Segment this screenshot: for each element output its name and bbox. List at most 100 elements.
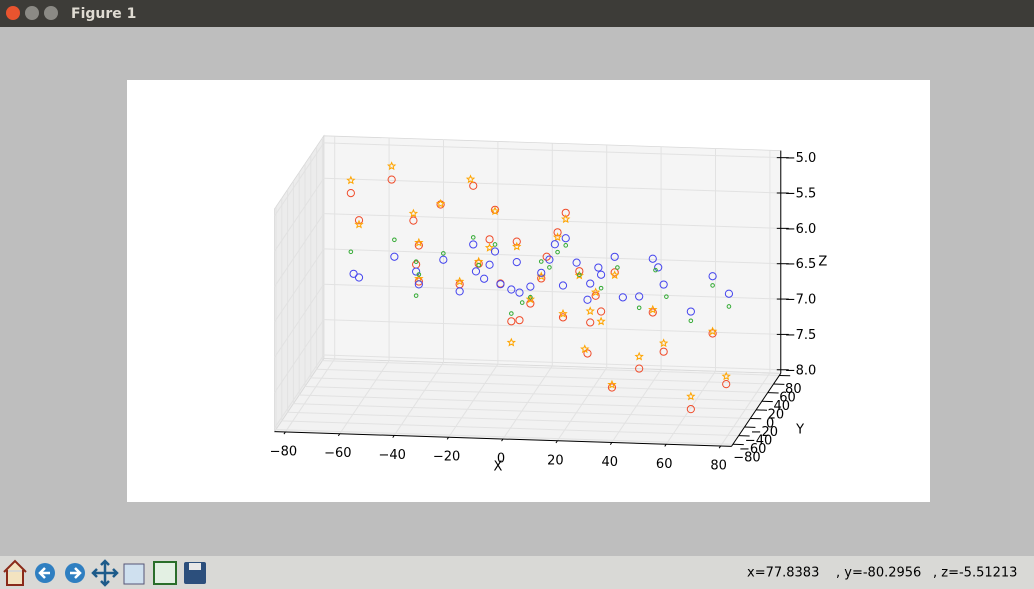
x-axis-line: [274, 431, 732, 447]
window-title: Figure 1: [71, 6, 136, 22]
point: [545, 255, 554, 264]
x-tick-label: −40: [378, 448, 405, 463]
grid-line: [323, 248, 781, 265]
z-tick-label: −5.5: [785, 187, 817, 202]
point: [658, 338, 669, 348]
y-tick-label: 0: [766, 416, 774, 431]
point: [465, 174, 476, 184]
x-tick-label: 20: [547, 453, 564, 468]
grid-line: [323, 283, 781, 300]
point: [346, 175, 356, 185]
x-axis-label: X: [494, 460, 503, 475]
point: [490, 247, 500, 256]
point: [724, 289, 734, 298]
grid-line: [304, 385, 762, 402]
point: [726, 304, 732, 309]
point: [708, 329, 717, 338]
status-y: , y=-80.2956: [836, 566, 921, 581]
point: [526, 282, 535, 291]
point: [555, 249, 560, 255]
point: [506, 337, 516, 347]
point: [515, 288, 524, 297]
point: [636, 305, 642, 311]
point: [610, 268, 619, 277]
point: [528, 294, 533, 300]
save-icon-label: [189, 563, 201, 570]
point: [409, 216, 418, 225]
point: [664, 294, 669, 299]
maximize-button[interactable]: [44, 6, 58, 20]
point: [707, 326, 718, 336]
grid-line: [287, 411, 745, 428]
point: [542, 252, 551, 261]
point: [470, 235, 476, 240]
minimize-button[interactable]: [25, 6, 39, 20]
grid-line: [274, 319, 325, 394]
point: [598, 285, 604, 291]
point: [586, 279, 595, 288]
forward-arrow: [70, 567, 82, 579]
home-button[interactable]: [3, 559, 27, 586]
point: [354, 219, 364, 229]
point: [635, 364, 644, 373]
point: [480, 274, 489, 283]
pan-button[interactable]: [91, 559, 119, 587]
point: [392, 237, 397, 243]
point: [525, 294, 536, 304]
z-axis-label: Z: [818, 254, 827, 269]
point: [552, 232, 563, 242]
configure-button[interactable]: [153, 561, 177, 585]
y-tick-label: 80: [785, 382, 802, 397]
point: [386, 161, 397, 171]
point: [586, 318, 595, 327]
z-tick-label: −6.5: [785, 257, 817, 272]
point: [435, 198, 446, 208]
point: [485, 260, 494, 269]
title-bar-bg: [0, 0, 1034, 27]
z-tick-label: −7.0: [785, 293, 817, 308]
point: [583, 295, 592, 304]
point: [563, 243, 569, 248]
point: [550, 240, 559, 249]
point: [454, 276, 465, 286]
point: [596, 270, 606, 279]
point: [553, 228, 562, 237]
point: [469, 181, 478, 190]
grid-line: [310, 377, 768, 394]
grid-line: [322, 360, 780, 376]
point: [688, 318, 694, 324]
point: [390, 252, 399, 261]
subplots-button[interactable]: [123, 563, 145, 585]
z-tick-label: −8.0: [785, 363, 817, 378]
close-button[interactable]: [6, 6, 20, 20]
point: [618, 293, 627, 302]
grid-line: [274, 142, 325, 217]
grid-line: [274, 177, 325, 252]
point: [607, 383, 617, 392]
grid-line: [274, 354, 325, 429]
grid-line: [281, 420, 739, 437]
point: [610, 270, 620, 280]
point: [558, 308, 568, 318]
point: [354, 216, 364, 225]
grid-line: [323, 319, 781, 335]
point: [561, 214, 571, 224]
point: [349, 269, 358, 278]
grid-line: [316, 368, 774, 385]
point: [558, 313, 568, 322]
toolbar: [0, 556, 1034, 589]
point: [515, 316, 524, 325]
point: [558, 281, 568, 290]
y-axis-label: Y: [795, 422, 804, 437]
status-x: x=77.8383: [747, 566, 819, 581]
point: [512, 258, 521, 267]
y-tick-label: 20: [768, 408, 785, 423]
point: [686, 405, 695, 414]
point: [634, 351, 644, 361]
point: [710, 283, 715, 288]
point: [575, 267, 584, 276]
x-tick-label: −60: [324, 446, 351, 461]
point: [492, 242, 498, 247]
point: [490, 206, 500, 216]
